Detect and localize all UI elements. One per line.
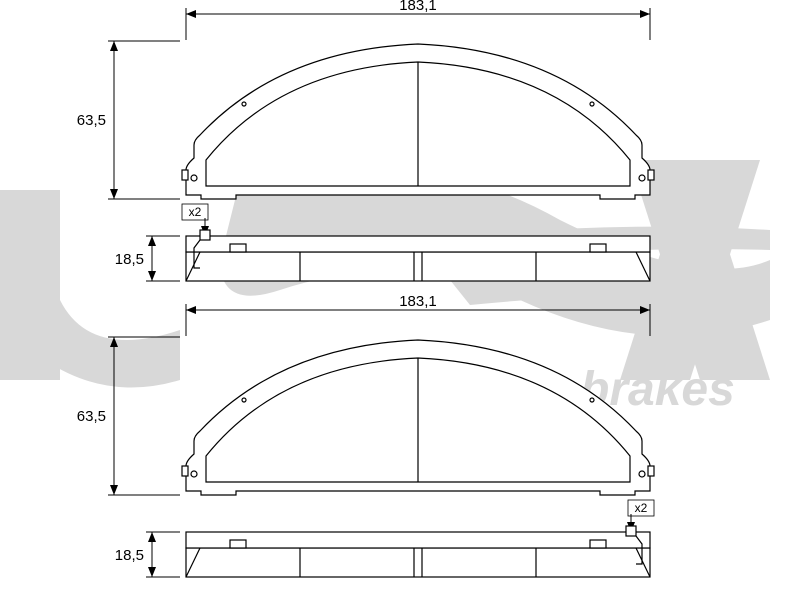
dim-width-top: 183,1 (186, 0, 650, 40)
dim-thickness-bottom-label: 18,5 (115, 547, 144, 564)
pad-top-profile (186, 230, 650, 281)
dim-height-top: 63,5 (77, 41, 180, 199)
technical-drawing: 183,1 63,5 18,5 (0, 0, 786, 584)
dim-height-bottom-label: 63,5 (77, 408, 106, 425)
dim-width-bottom-label: 183,1 (399, 293, 437, 310)
qty-bottom-label: x2 (635, 501, 648, 515)
dim-height-top-label: 63,5 (77, 112, 106, 129)
dim-thickness-top-label: 18,5 (115, 251, 144, 268)
pad-bottom-face (182, 340, 654, 495)
dim-height-bottom: 63,5 (77, 337, 180, 495)
pad-top-face (182, 44, 654, 199)
dim-thickness-top: 18,5 (115, 236, 180, 281)
dim-width-bottom: 183,1 (186, 293, 650, 336)
qty-top-label: x2 (189, 205, 202, 219)
dim-thickness-bottom: 18,5 (115, 532, 180, 577)
pad-bottom-profile (186, 526, 650, 577)
dim-width-top-label: 183,1 (399, 0, 437, 14)
